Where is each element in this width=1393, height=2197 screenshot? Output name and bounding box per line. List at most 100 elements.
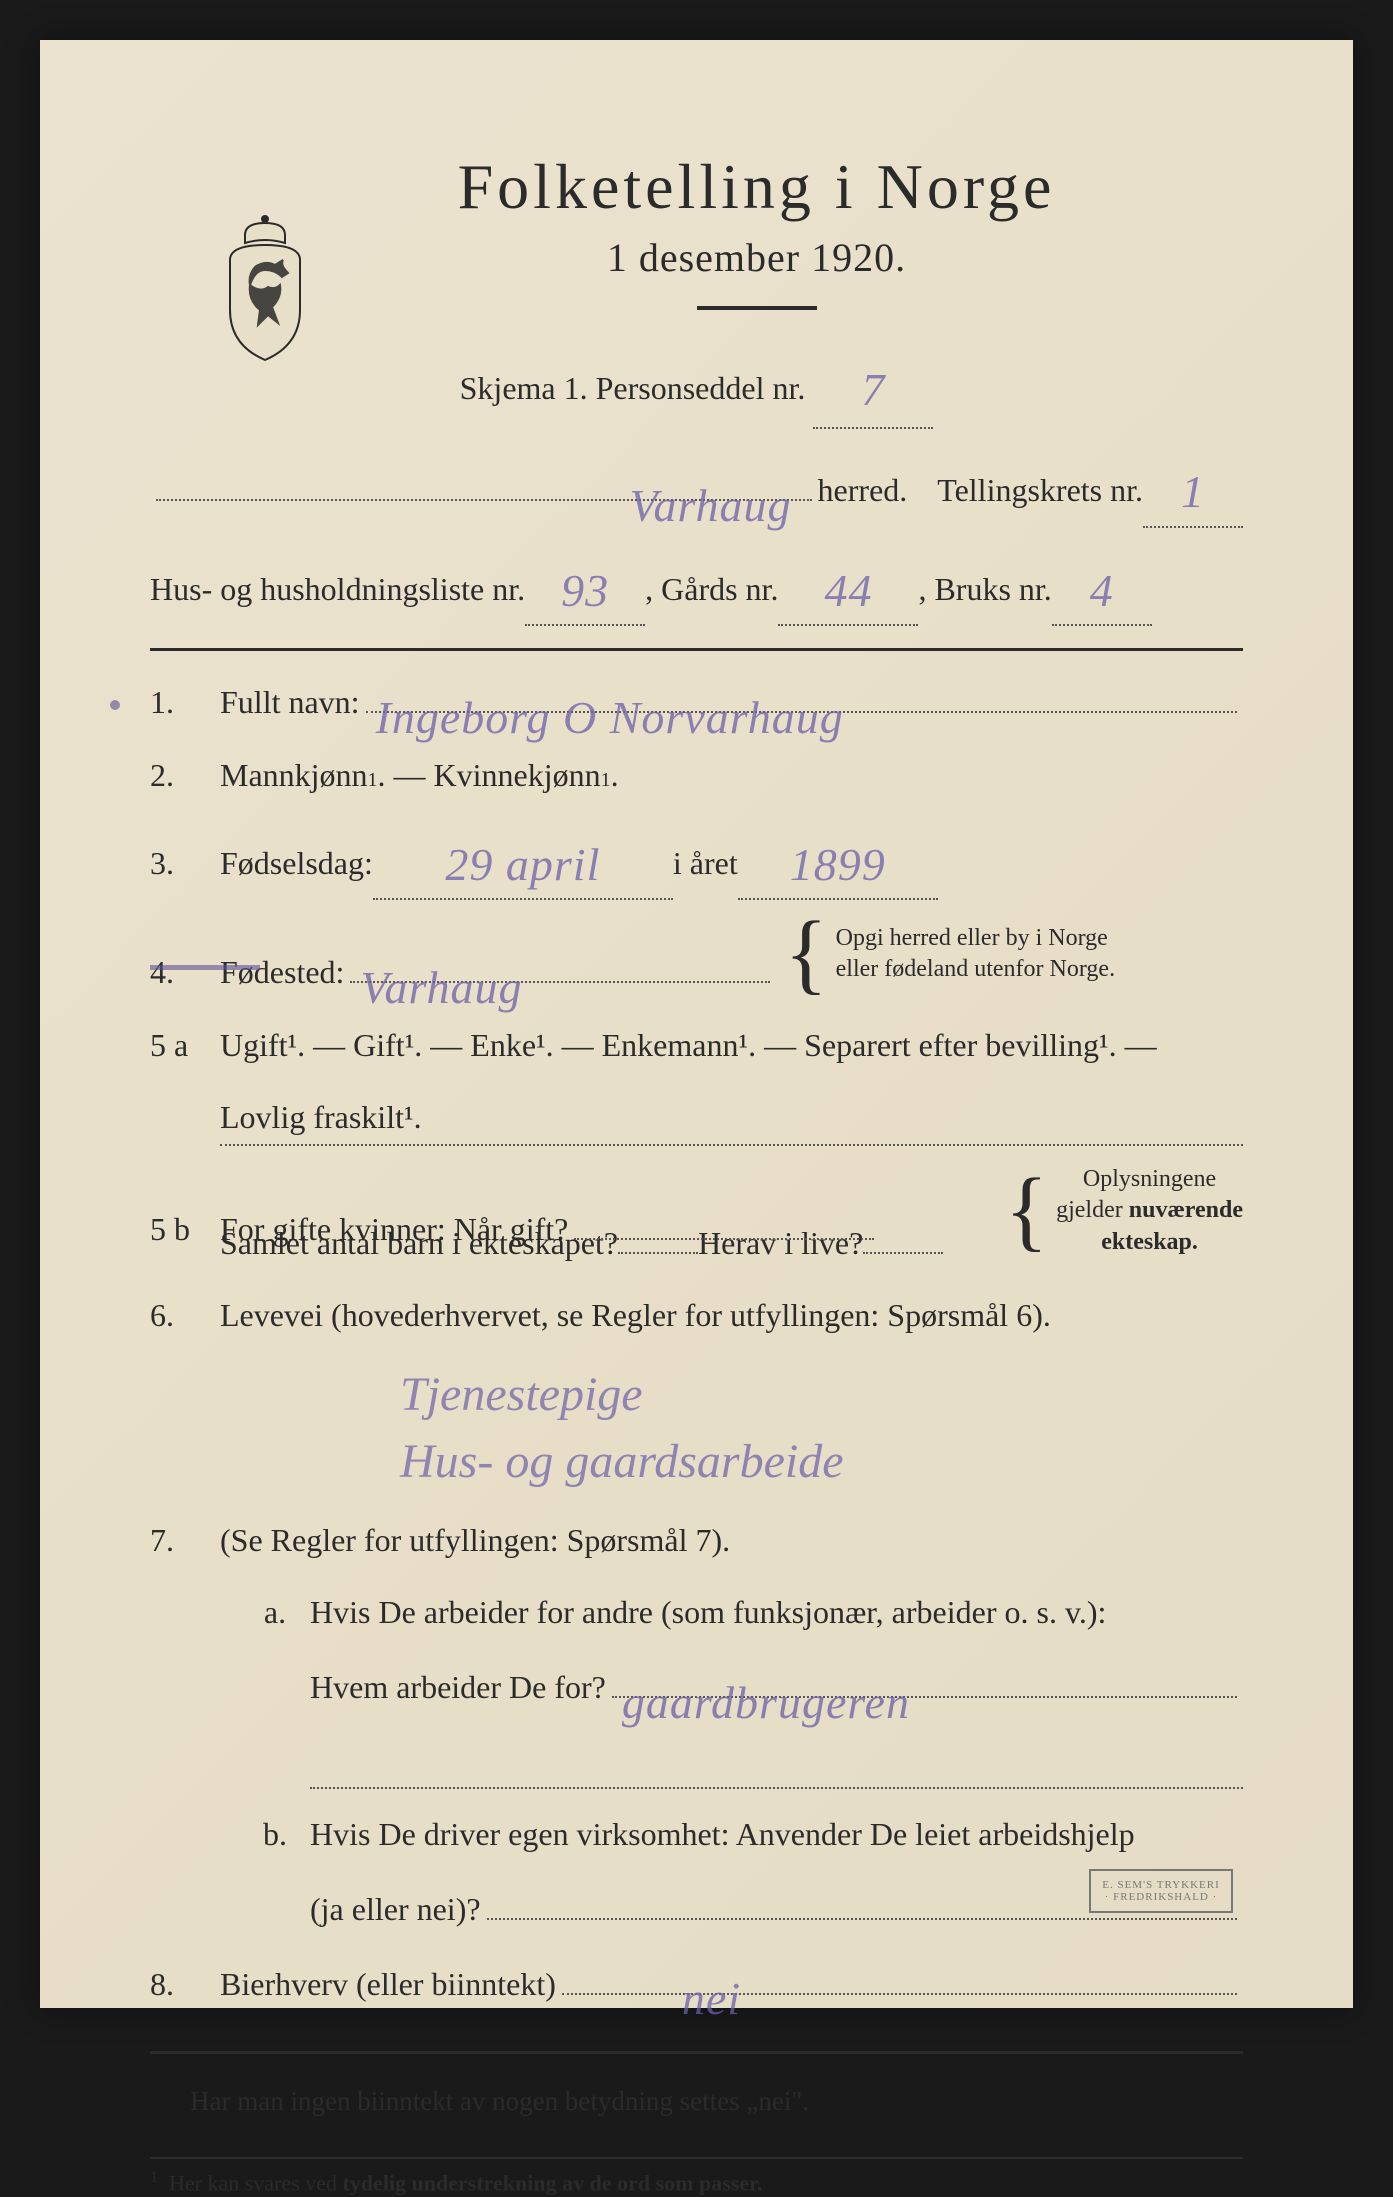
husliste-line: Hus- og husholdningsliste nr. 93 , Gårds… — [150, 546, 1243, 626]
q7a-value: gaardbrugeren — [622, 1664, 910, 1702]
q5b-note1: Oplysningene — [1056, 1164, 1243, 1195]
q6-label: Levevei (hovederhvervet, se Regler for u… — [220, 1288, 1051, 1342]
q4-num: 4. — [150, 945, 220, 999]
q3-num: 3. — [150, 836, 220, 890]
q7-row: 7. (Se Regler for utfyllingen: Spørsmål … — [150, 1513, 1243, 1567]
q6-row: 6. Levevei (hovederhvervet, se Regler fo… — [150, 1288, 1243, 1342]
q7a-field: gaardbrugeren — [612, 1658, 1237, 1698]
skjema-label: Skjema 1. Personseddel nr. — [460, 370, 806, 406]
q5a-row2: Lovlig fraskilt¹. — [220, 1090, 1243, 1146]
q3-day-field: 29 april — [373, 820, 673, 900]
q7b-num: b. — [240, 1807, 310, 1861]
q3-year-label: i året — [673, 836, 738, 890]
q5a-row: 5 a Ugift¹. — Gift¹. — Enke¹. — Enkemann… — [150, 1018, 1243, 1072]
footnote: 1 Her kan svares ved tydelig understrekn… — [150, 2169, 1243, 2196]
q2-end: . — [611, 748, 619, 802]
q5b-note3: ekteskap. — [1056, 1227, 1243, 1258]
tellingskrets-value: 1 — [1181, 466, 1205, 517]
q7b-line1: Hvis De driver egen virksomhet: Anvender… — [310, 1807, 1135, 1861]
stamp-line2: · FREDRIKSHALD · — [1091, 1891, 1231, 1903]
printer-stamp: E. SEM'S TRYKKERI · FREDRIKSHALD · — [1089, 1869, 1233, 1913]
q4-note-block: { Opgi herred eller by i Norge eller fød… — [776, 918, 1115, 990]
q3-year-field: 1899 — [738, 820, 938, 900]
q7a-blank — [310, 1733, 1243, 1789]
q4-note: Opgi herred eller by i Norge eller fødel… — [836, 923, 1115, 985]
herred-field: Varhaug — [156, 461, 812, 501]
gards-value: 44 — [824, 565, 872, 616]
q5b-barn-field — [618, 1252, 698, 1254]
husliste-label: Hus- og husholdningsliste nr. — [150, 562, 525, 616]
tellingskrets-field: 1 — [1143, 447, 1243, 527]
q4-row: 4. Fødested: Varhaug { Opgi herred eller… — [150, 918, 1243, 999]
q5b-gift-field — [574, 1200, 874, 1240]
document-date: 1 desember 1920. — [270, 234, 1243, 281]
q7-num: 7. — [150, 1513, 220, 1567]
herred-line: Varhaug herred. Tellingskrets nr. 1 — [150, 447, 1243, 527]
skjema-line: Skjema 1. Personseddel nr. 7 — [150, 340, 1243, 429]
q6-value1: Tjenestepige — [400, 1361, 1243, 1428]
q5b-note2: gjelder nuværende — [1056, 1195, 1243, 1226]
q3-row: 3. Fødselsdag: 29 april i året 1899 — [150, 820, 1243, 900]
q7-label: (Se Regler for utfyllingen: Spørsmål 7). — [220, 1513, 730, 1567]
q3-year-value: 1899 — [790, 839, 886, 890]
personseddel-field: 7 — [813, 340, 933, 429]
q2-sep: . — Kvinnekjønn — [378, 748, 601, 802]
stamp-line1: E. SEM'S TRYKKERI — [1091, 1879, 1231, 1891]
q8-row: 8. Bierhverv (eller biinntekt) nei — [150, 1954, 1243, 2011]
q5b-note-block: { Oplysningene gjelder nuværende ekteska… — [997, 1164, 1243, 1258]
q7a-row1: a. Hvis De arbeider for andre (som funks… — [240, 1585, 1243, 1639]
section-rule-1 — [150, 648, 1243, 651]
footnote-rule — [150, 2157, 1243, 2159]
q7b-line2: (ja eller nei)? — [310, 1882, 481, 1936]
q5b-line2a: Samlet antal barn i ekteskapet? — [220, 1216, 618, 1270]
q6-value2: Hus- og gaardsarbeide — [400, 1428, 1243, 1495]
q4-note-1: Opgi herred eller by i Norge — [836, 923, 1115, 954]
bruks-label: , Bruks nr. — [918, 562, 1051, 616]
gards-label: , Gårds nr. — [645, 562, 778, 616]
brace-icon: { — [784, 918, 827, 990]
q8-num: 8. — [150, 1957, 220, 2011]
herred-suffix: herred. — [818, 463, 908, 517]
gards-field: 44 — [778, 546, 918, 626]
q5b-live-field — [863, 1252, 943, 1254]
q1-row: 1. Fullt navn: Ingeborg O Norvarhaug — [150, 673, 1243, 730]
q5b-num: 5 b — [150, 1202, 220, 1256]
bottom-note: Har man ingen biinntekt av nogen betydni… — [190, 2076, 1243, 2127]
q2-num: 2. — [150, 748, 220, 802]
q2-mann: Mannkjønn — [220, 748, 368, 802]
q6-num: 6. — [150, 1288, 220, 1342]
q2-row: 2. Mannkjønn1 . — Kvinnekjønn1 . — [150, 748, 1243, 802]
q1-value: Ingeborg O Norvarhaug — [376, 679, 844, 717]
q4-field: Varhaug — [350, 943, 770, 983]
q7a-line2: Hvem arbeider De for? — [310, 1660, 606, 1714]
q3-label: Fødselsdag: — [220, 836, 373, 890]
husliste-field: 93 — [525, 546, 645, 626]
document-title: Folketelling i Norge — [270, 150, 1243, 224]
scan-frame: Folketelling i Norge 1 desember 1920. Sk… — [0, 0, 1393, 2048]
q8-field: nei — [562, 1954, 1237, 1994]
document-paper: Folketelling i Norge 1 desember 1920. Sk… — [40, 40, 1353, 2008]
section-rule-2 — [150, 2051, 1243, 2054]
q8-label: Bierhverv (eller biinntekt) — [220, 1957, 556, 2011]
q4-value: Varhaug — [360, 949, 522, 987]
q1-num: 1. — [150, 675, 220, 729]
q8-value: nei — [682, 1960, 741, 1998]
q7a-row2: Hvem arbeider De for? gaardbrugeren — [310, 1658, 1243, 1715]
margin-dot — [110, 700, 120, 710]
q3-day-value: 29 april — [445, 839, 600, 890]
personseddel-value: 7 — [861, 364, 885, 415]
handwritten-underline-ugift — [150, 965, 260, 970]
q7a-line1: Hvis De arbeider for andre (som funksjon… — [310, 1585, 1106, 1639]
bruks-field: 4 — [1052, 546, 1152, 626]
tellingskrets-label: Tellingskrets nr. — [937, 463, 1143, 517]
footnote-num: 1 — [150, 2169, 158, 2186]
q7b-row1: b. Hvis De driver egen virksomhet: Anven… — [240, 1807, 1243, 1861]
q5b-note: Oplysningene gjelder nuværende ekteskap. — [1056, 1164, 1243, 1258]
q4-label: Fødested: — [220, 945, 344, 999]
bruks-value: 4 — [1090, 565, 1114, 616]
title-rule — [697, 306, 817, 310]
brace-icon-2: { — [1005, 1175, 1048, 1247]
q1-label: Fullt navn: — [220, 675, 360, 729]
herred-value: Varhaug — [629, 467, 791, 505]
q4-note-2: eller fødeland utenfor Norge. — [836, 954, 1115, 985]
